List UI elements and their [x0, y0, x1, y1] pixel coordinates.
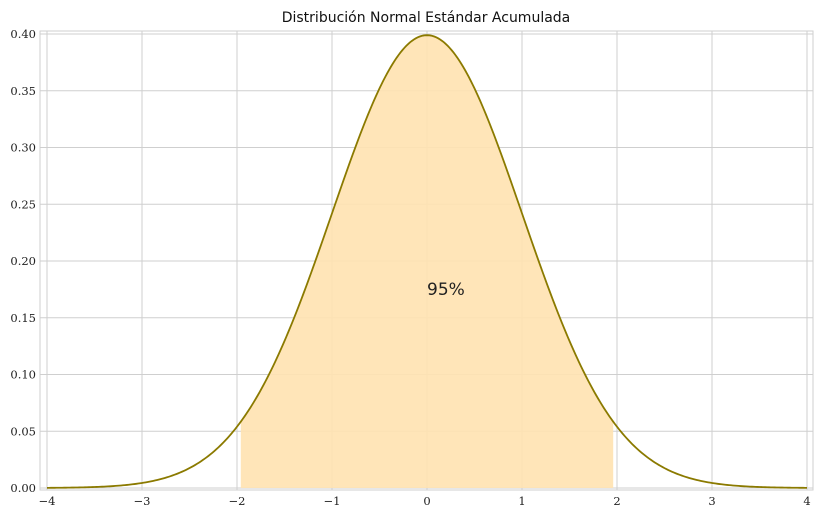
- shaded-95-percent-area: [240, 35, 614, 488]
- shaded-area-layer: [240, 35, 614, 488]
- x-tick-label: −3: [134, 494, 151, 508]
- y-tick-label: 0.40: [10, 27, 36, 41]
- y-tick-label: 0.20: [10, 254, 36, 268]
- x-tick-label: −2: [229, 494, 246, 508]
- pdf-curve: [46, 34, 808, 489]
- x-tick-label: −4: [39, 494, 56, 508]
- y-tick-label: 0.15: [10, 311, 36, 325]
- pdf-curve-layer: [46, 34, 808, 489]
- x-tick-label: −1: [324, 494, 341, 508]
- x-tick-label: 4: [803, 494, 810, 508]
- y-tick-label: 0.25: [10, 197, 36, 211]
- x-tick-label: 2: [613, 494, 620, 508]
- x-tick-label: 3: [708, 494, 715, 508]
- y-tick-label: 0.35: [10, 84, 36, 98]
- y-tick-label: 0.00: [10, 481, 36, 495]
- tick-labels: −4 −3 −2 −1 0 1 2 3 4 0.00 0.05 0.10 0.15 0.20 0.25 0.3…: [10, 27, 810, 508]
- percent-annotation: 95%: [427, 280, 465, 300]
- x-tick-label: 0: [423, 494, 430, 508]
- chart-title: Distribución Normal Estándar Acumulada: [282, 10, 571, 26]
- x-tick-label: 1: [518, 494, 525, 508]
- plot-frame: [39, 30, 814, 491]
- y-tick-label: 0.30: [10, 141, 36, 155]
- y-tick-label: 0.10: [10, 368, 36, 382]
- y-tick-label: 0.05: [10, 424, 36, 438]
